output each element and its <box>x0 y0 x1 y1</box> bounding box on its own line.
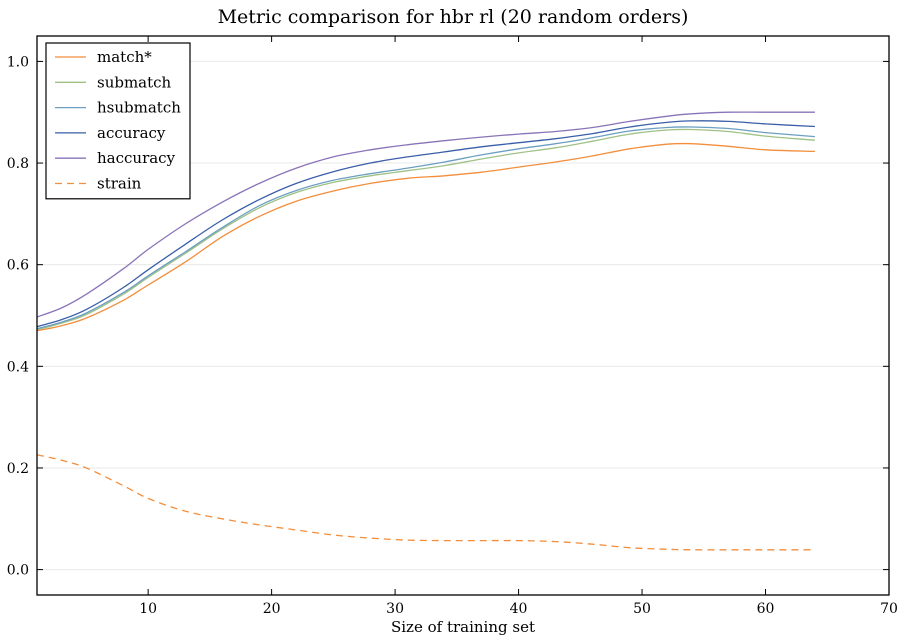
series-line-hsubmatch <box>36 126 815 330</box>
series-line-submatch <box>36 128 815 331</box>
legend-box <box>45 42 191 200</box>
y-tick-label: 1.0 <box>7 54 29 70</box>
x-tick-label: 50 <box>633 601 651 617</box>
x-tick-label: 30 <box>386 601 404 617</box>
legend-label: strain <box>97 175 142 193</box>
series-line-accuracy <box>36 120 815 328</box>
y-tick-label: 0.8 <box>7 156 29 172</box>
series-line-match <box>36 142 815 332</box>
tick-layer: 0.0 0.2 0.4 0.6 0.8 1.0 10 20 30 40 50 60 70 <box>7 36 898 617</box>
legend-label: hsubmatch <box>97 99 181 117</box>
series-layer <box>36 111 815 551</box>
legend-label: haccuracy <box>97 149 176 167</box>
x-tick-label: 20 <box>263 601 281 617</box>
plot-frame <box>36 35 890 596</box>
x-tick-label: 70 <box>880 601 898 617</box>
y-tick-label: 0.4 <box>7 359 29 375</box>
grid-layer <box>37 60 889 571</box>
x-tick-label: 60 <box>757 601 775 617</box>
series-line-haccuracy <box>36 111 815 318</box>
y-tick-label: 0.2 <box>7 461 29 477</box>
x-tick-label: 40 <box>510 601 528 617</box>
legend: match* submatch hsubmatch accuracy haccuracy… <box>45 42 191 200</box>
x-tick-label: 10 <box>139 601 157 617</box>
series-line-strain <box>36 454 815 551</box>
chart-title: Metric comparison for hbr rl (20 random … <box>217 6 689 28</box>
legend-label: match* <box>97 48 152 66</box>
y-tick-label: 0.0 <box>7 563 29 579</box>
y-tick-label: 0.6 <box>7 258 29 274</box>
legend-label: accuracy <box>97 124 166 142</box>
x-axis-label: Size of training set <box>391 618 535 636</box>
legend-label: submatch <box>97 73 172 91</box>
